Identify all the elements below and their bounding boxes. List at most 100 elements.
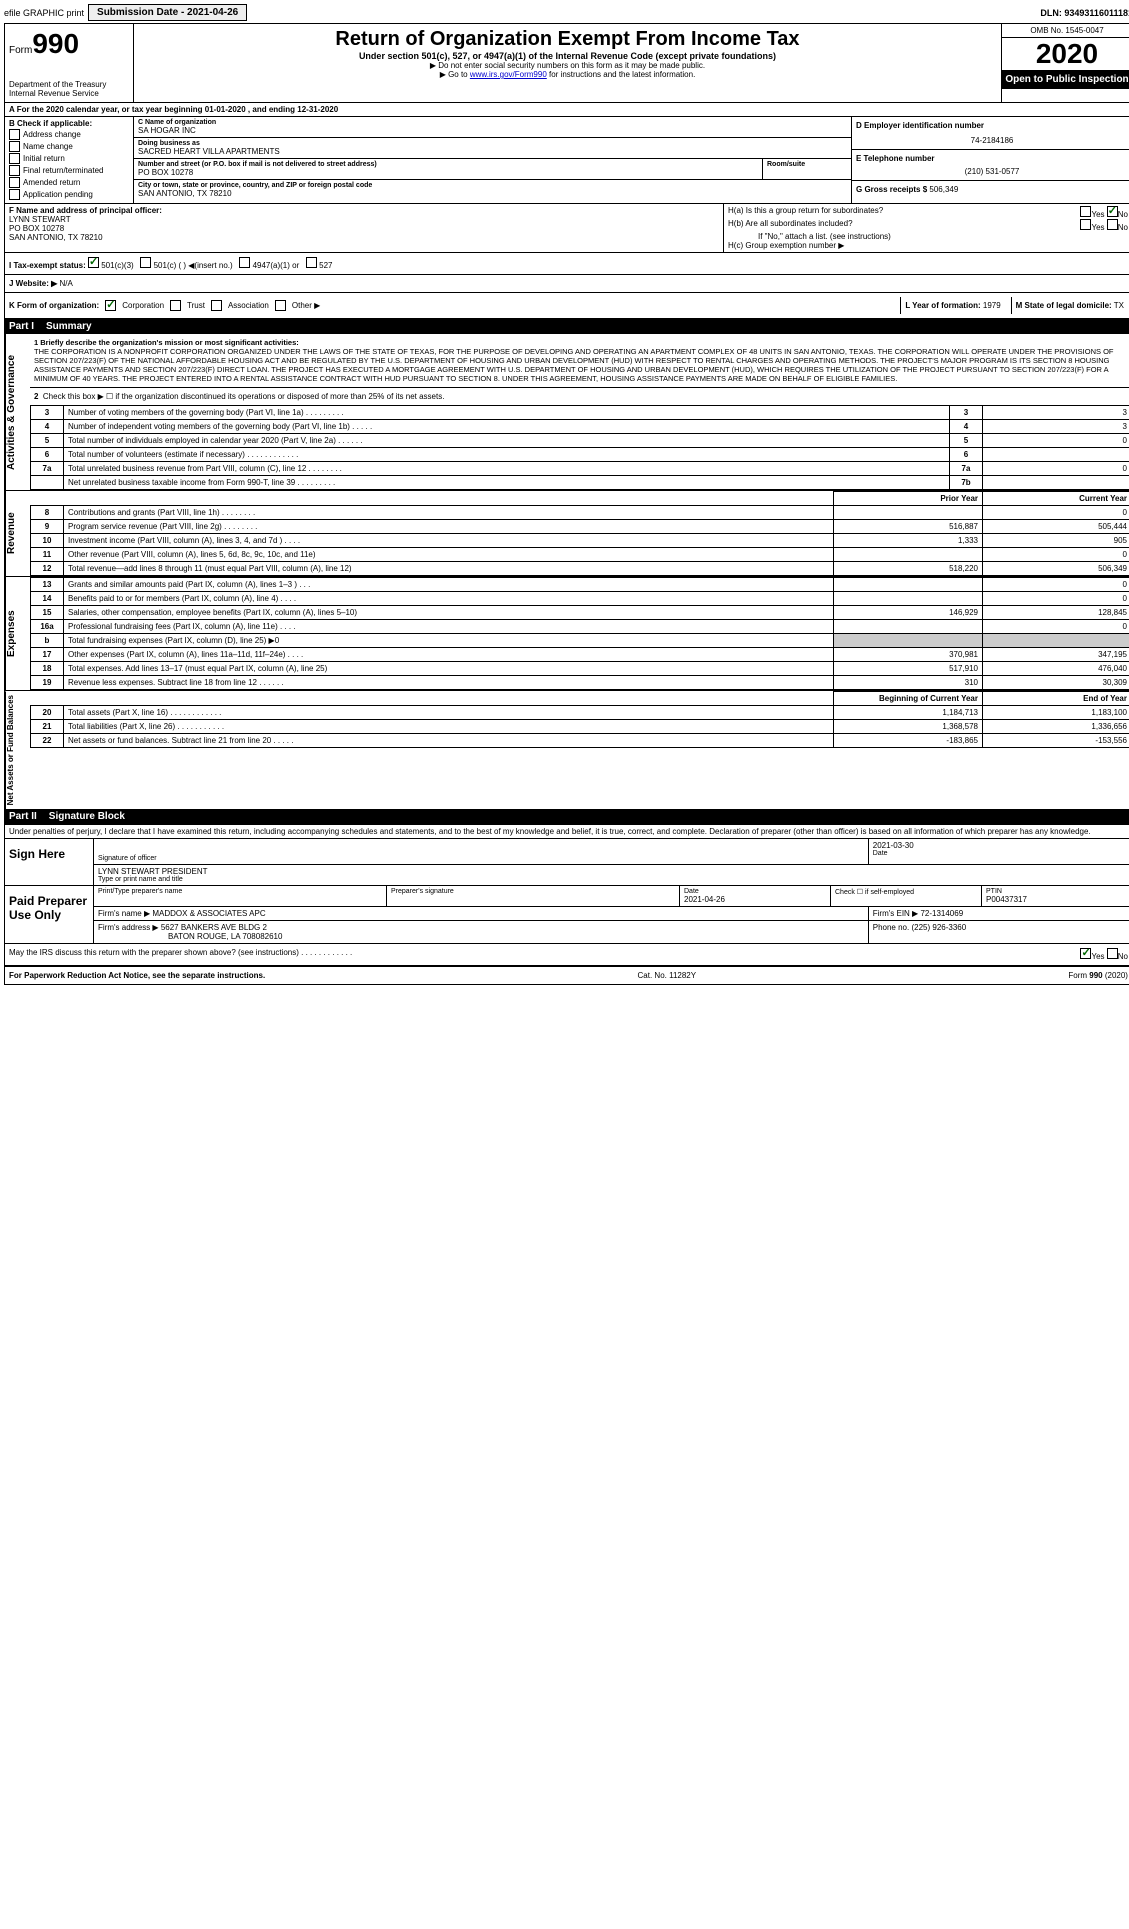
- cb-other[interactable]: [275, 300, 286, 311]
- table-row: 10Investment income (Part VIII, column (…: [31, 534, 1129, 548]
- discuss-answer: Yes No: [1080, 948, 1128, 961]
- org-name: SA HOGAR INC: [138, 126, 847, 135]
- self-employed-label: Check ☐ if self-employed: [835, 888, 977, 896]
- part1-header: Part I Summary: [5, 319, 1129, 334]
- lines-ag-table: 3Number of voting members of the governi…: [30, 405, 1129, 490]
- cb-corporation[interactable]: [105, 300, 116, 311]
- hb-label: H(b) Are all subordinates included?: [728, 219, 853, 232]
- cb-name-change[interactable]: Name change: [9, 141, 129, 152]
- declaration-text: Under penalties of perjury, I declare th…: [5, 825, 1129, 838]
- city-value: SAN ANTONIO, TX 78210: [138, 189, 847, 198]
- submission-date-button[interactable]: Submission Date - 2021-04-26: [88, 4, 247, 21]
- table-row: 13Grants and similar amounts paid (Part …: [31, 578, 1129, 592]
- table-header-row: Prior YearCurrent Year: [31, 492, 1129, 506]
- cb-trust[interactable]: [170, 300, 181, 311]
- sign-here-label: Sign Here: [5, 839, 94, 885]
- col-h: H(a) Is this a group return for subordin…: [724, 204, 1129, 252]
- part2-header: Part II Signature Block: [5, 809, 1129, 824]
- top-bar: efile GRAPHIC print Submission Date - 20…: [4, 4, 1129, 21]
- lines-rev-table: Prior YearCurrent Year8Contributions and…: [30, 491, 1129, 576]
- cb-app-pending[interactable]: Application pending: [9, 189, 129, 200]
- hb-answer: Yes No: [1080, 219, 1128, 232]
- dept-label: Department of the Treasury Internal Reve…: [9, 80, 129, 98]
- discuss-row: May the IRS discuss this return with the…: [5, 943, 1129, 965]
- omb-number: OMB No. 1545-0047: [1002, 24, 1129, 38]
- table-row: 4Number of independent voting members of…: [31, 420, 1129, 434]
- table-row: 21Total liabilities (Part X, line 26) . …: [31, 720, 1129, 734]
- firm-name: MADDOX & ASSOCIATES APC: [152, 909, 265, 918]
- row-ij: I Tax-exempt status: 501(c)(3) 501(c) ( …: [5, 253, 1129, 275]
- col-b: B Check if applicable: Address change Na…: [5, 117, 134, 203]
- table-row: 9Program service revenue (Part VIII, lin…: [31, 520, 1129, 534]
- sig-officer-label: Signature of officer: [98, 855, 864, 862]
- footer-form: Form 990 (2020): [1068, 971, 1128, 980]
- table-row: 3Number of voting members of the governi…: [31, 406, 1129, 420]
- officer-street: PO BOX 10278: [9, 224, 719, 233]
- table-row: 14Benefits paid to or for members (Part …: [31, 592, 1129, 606]
- header-note-2: ▶ Go to www.irs.gov/Form990 for instruct…: [138, 70, 997, 79]
- table-row: 5Total number of individuals employed in…: [31, 434, 1129, 448]
- line1-label: 1 Briefly describe the organization's mi…: [34, 338, 1128, 347]
- cb-address-change[interactable]: Address change: [9, 129, 129, 140]
- form-org-label: K Form of organization:: [9, 301, 99, 310]
- signature-section: Under penalties of perjury, I declare th…: [5, 824, 1129, 965]
- table-row: 18Total expenses. Add lines 13–17 (must …: [31, 662, 1129, 676]
- street-label: Number and street (or P.O. box if mail i…: [138, 161, 758, 168]
- irs-link[interactable]: www.irs.gov/Form990: [470, 70, 547, 79]
- header-row: Form990 Department of the Treasury Inter…: [5, 24, 1129, 103]
- dba-value: SACRED HEART VILLA APARTMENTS: [138, 147, 847, 156]
- firm-ein-label: Firm's EIN ▶: [873, 909, 918, 918]
- prep-date-label: Date: [684, 888, 826, 895]
- firm-addr-label: Firm's address ▶: [98, 923, 159, 932]
- cb-501c3[interactable]: [88, 257, 99, 268]
- header-right: OMB No. 1545-0047 2020 Open to Public In…: [1001, 24, 1129, 102]
- vtab-revenue: Revenue: [5, 491, 30, 576]
- cb-527[interactable]: [306, 257, 317, 268]
- form-title: Return of Organization Exempt From Incom…: [138, 28, 997, 51]
- org-name-label: C Name of organization: [138, 119, 847, 126]
- phone-label: E Telephone number: [856, 154, 1128, 163]
- part2-name: Signature Block: [49, 811, 125, 822]
- footer-row: For Paperwork Reduction Act Notice, see …: [5, 965, 1129, 984]
- table-row: 22Net assets or fund balances. Subtract …: [31, 734, 1129, 748]
- ein-value: 74-2184186: [856, 136, 1128, 145]
- lines-na-table: Beginning of Current YearEnd of Year20To…: [30, 691, 1129, 748]
- officer-city: SAN ANTONIO, TX 78210: [9, 233, 719, 242]
- ha-label: H(a) Is this a group return for subordin…: [728, 206, 883, 219]
- part2-title: Part II: [9, 811, 37, 822]
- cb-501c[interactable]: [140, 257, 151, 268]
- cb-initial-return[interactable]: Initial return: [9, 153, 129, 164]
- cb-association[interactable]: [211, 300, 222, 311]
- vtab-activities: Activities & Governance: [5, 334, 30, 490]
- table-row: 15Salaries, other compensation, employee…: [31, 606, 1129, 620]
- line2-row: 2 Check this box ▶ ☐ if the organization…: [30, 388, 1129, 405]
- website-label: J Website: ▶: [9, 279, 57, 288]
- header-note-1: ▶ Do not enter social security numbers o…: [138, 61, 997, 70]
- prep-name-label: Print/Type preparer's name: [98, 888, 382, 895]
- mission-text: THE CORPORATION IS A NONPROFIT CORPORATI…: [34, 347, 1128, 383]
- revenue-section: Revenue Prior YearCurrent Year8Contribut…: [5, 490, 1129, 576]
- col-b-title: B Check if applicable:: [9, 119, 129, 128]
- cb-4947[interactable]: [239, 257, 250, 268]
- header-center: Return of Organization Exempt From Incom…: [134, 24, 1001, 102]
- table-row: 16aProfessional fundraising fees (Part I…: [31, 620, 1129, 634]
- tax-exempt-label: I Tax-exempt status:: [9, 261, 86, 270]
- header-left: Form990 Department of the Treasury Inter…: [5, 24, 134, 102]
- sig-date: 2021-03-30: [873, 841, 1128, 850]
- cb-amended-return[interactable]: Amended return: [9, 177, 129, 188]
- footer-cat: Cat. No. 11282Y: [638, 971, 697, 980]
- cb-final-return[interactable]: Final return/terminated: [9, 165, 129, 176]
- section-bcdeg: B Check if applicable: Address change Na…: [5, 117, 1129, 204]
- phone-value: (210) 531-0577: [856, 167, 1128, 176]
- ptin-value: P00437317: [986, 895, 1128, 904]
- prep-date: 2021-04-26: [684, 895, 826, 904]
- paid-preparer-row: Paid Preparer Use Only Print/Type prepar…: [5, 885, 1129, 943]
- ein-label: D Employer identification number: [856, 121, 1128, 130]
- officer-printed-label: Type or print name and title: [98, 876, 1128, 883]
- sig-date-label: Date: [873, 850, 1128, 857]
- firm-addr2: BATON ROUGE, LA 708082610: [98, 932, 864, 941]
- city-label: City or town, state or province, country…: [138, 182, 847, 189]
- table-row: Net unrelated business taxable income fr…: [31, 476, 1129, 490]
- form-container: Form990 Department of the Treasury Inter…: [4, 23, 1129, 985]
- gross-receipts-label: G Gross receipts $: [856, 185, 927, 194]
